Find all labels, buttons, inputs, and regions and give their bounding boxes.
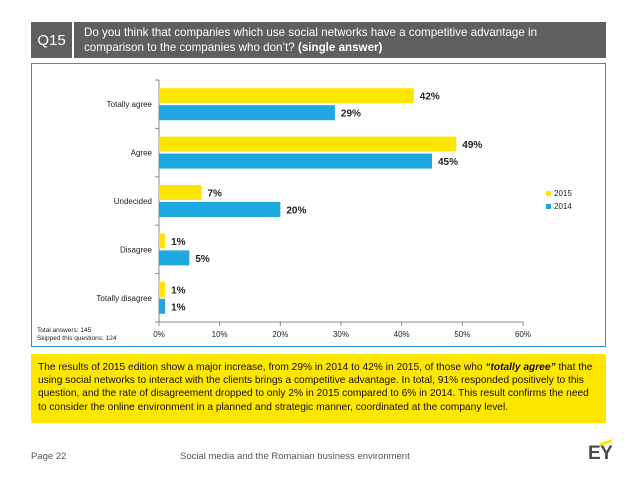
bar-value-label: 49% <box>462 140 482 151</box>
skipped-answers: Skipped this questions: 124 <box>37 335 117 342</box>
legend-label-2015: 2015 <box>554 189 572 198</box>
bar-2014 <box>159 105 335 121</box>
x-tick-label: 60% <box>515 330 531 339</box>
bar-2014 <box>159 298 166 314</box>
bar-value-label: 42% <box>420 92 440 103</box>
bar-2014 <box>159 202 281 217</box>
bar-value-label: 1% <box>171 302 186 313</box>
bar-value-label: 20% <box>286 206 306 217</box>
category-label: Disagree <box>120 245 153 254</box>
bar-value-label: 1% <box>171 285 186 296</box>
legend-swatch-2015 <box>546 191 551 196</box>
bar-value-label: 1% <box>171 237 186 248</box>
x-tick-label: 20% <box>272 330 288 339</box>
bar-value-label: 5% <box>195 254 210 265</box>
ey-logo: EY <box>588 439 613 465</box>
summary-text-2: that the using social networks to intera… <box>38 362 593 413</box>
category-label: Undecided <box>114 197 152 206</box>
page-number: Page 22 <box>31 451 67 462</box>
bar-value-label: 7% <box>207 189 222 200</box>
x-tick-label: 10% <box>212 330 228 339</box>
x-tick-label: 0% <box>153 330 165 339</box>
chart-panel: 0% 10% 20% 30% 40% 50% 60% Totally agree 42% 29% A… <box>31 63 606 347</box>
x-tick-label: 40% <box>394 330 410 339</box>
footer-title: Social media and the Romanian business e… <box>180 451 410 462</box>
question-text: Do you think that companies which use so… <box>84 26 538 54</box>
bar-chart: 0% 10% 20% 30% 40% 50% 60% Totally agree 42% 29% A… <box>96 79 572 339</box>
bar-2015 <box>159 88 414 104</box>
category-label: Totally agree <box>107 100 153 109</box>
bar-2014 <box>159 153 432 169</box>
question-header: Do you think that companies which use so… <box>74 22 606 58</box>
legend-label-2014: 2014 <box>554 202 572 211</box>
ey-logo-text: EY <box>588 443 613 464</box>
chart-note: Total answers: 145 Skipped this question… <box>37 327 117 343</box>
question-badge: Q15 <box>31 22 72 58</box>
bar-2015 <box>159 281 166 297</box>
bar-2014 <box>159 250 190 266</box>
category-label: Totally disagree <box>96 294 152 303</box>
question-suffix: (single answer) <box>297 41 383 54</box>
bar-2015 <box>159 185 202 200</box>
bar-value-label: 45% <box>438 157 458 168</box>
bar-value-label: 29% <box>341 109 361 120</box>
x-tick-label: 30% <box>333 330 349 339</box>
total-answers: Total answers: 145 <box>37 327 92 334</box>
legend-swatch-2014 <box>546 204 551 209</box>
x-tick-label: 50% <box>454 330 470 339</box>
summary-quote: “totally agree” <box>485 362 556 373</box>
bar-2015 <box>159 233 166 249</box>
category-label: Agree <box>131 149 153 158</box>
summary-text-1: The results of 2015 edition show a major… <box>38 362 486 373</box>
summary-box: The results of 2015 edition show a major… <box>31 354 606 423</box>
bar-2015 <box>159 136 457 152</box>
